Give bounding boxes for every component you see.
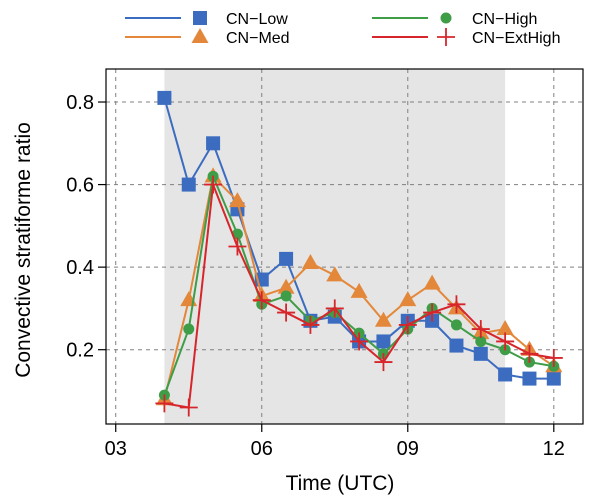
shaded-region xyxy=(164,69,506,424)
x-tick-label: 03 xyxy=(105,438,127,460)
series-layer xyxy=(155,90,563,417)
data-point-square xyxy=(473,346,488,361)
data-point-plus xyxy=(374,353,393,372)
y-tick-label: 0.2 xyxy=(66,340,94,362)
data-point-triangle xyxy=(228,192,246,208)
data-point-plus xyxy=(155,394,174,413)
x-tick-label: 06 xyxy=(251,438,273,460)
legend-marker xyxy=(193,11,207,25)
x-axis: 03 06 09 12 xyxy=(105,424,565,460)
grid xyxy=(106,69,583,424)
data-point-square xyxy=(546,371,561,386)
data-point-circle xyxy=(280,290,292,302)
data-point-square xyxy=(206,136,221,151)
data-point-triangle xyxy=(277,278,295,294)
series-plus xyxy=(155,175,563,417)
data-point-plus xyxy=(520,344,539,363)
data-point-plus xyxy=(179,398,198,417)
legend-label: CN−High xyxy=(472,11,537,28)
x-tick-label: 12 xyxy=(543,438,565,460)
y-axis: 0.2 0.4 0.6 0.8 xyxy=(66,92,106,362)
data-point-triangle xyxy=(301,254,319,270)
data-point-square xyxy=(181,177,196,192)
data-point-plus xyxy=(350,332,369,351)
legend-label: CN−Low xyxy=(226,11,288,28)
legend-marker xyxy=(440,12,452,24)
data-point-triangle xyxy=(423,274,441,290)
data-point-plus xyxy=(496,332,515,351)
data-point-triangle xyxy=(374,311,392,327)
legend-entry-circle: CN−High xyxy=(372,11,537,28)
legend: CN−Low CN−Med CN−High CN−ExtHigh xyxy=(125,11,560,47)
y-tick-label: 0.4 xyxy=(66,257,94,279)
legend-entry-plus: CN−ExtHigh xyxy=(372,28,560,47)
data-point-plus xyxy=(423,303,442,322)
data-point-square xyxy=(157,90,172,105)
plot-frame xyxy=(105,68,584,425)
data-point-plus xyxy=(471,320,490,339)
data-point-plus xyxy=(325,299,344,318)
y-tick-label: 0.8 xyxy=(66,92,94,114)
data-point-circle xyxy=(183,323,195,335)
x-tick-label: 09 xyxy=(397,438,419,460)
data-point-plus xyxy=(277,303,296,322)
y-tick-label: 0.6 xyxy=(66,175,94,197)
legend-marker xyxy=(437,28,455,46)
legend-entry-square: CN−Low xyxy=(125,11,288,28)
data-point-square xyxy=(376,334,391,349)
data-point-plus xyxy=(301,315,320,334)
data-point-square xyxy=(522,371,537,386)
legend-label: CN−ExtHigh xyxy=(472,30,560,47)
data-point-triangle xyxy=(326,266,344,282)
x-axis-label: Time (UTC) xyxy=(286,472,395,495)
data-point-circle xyxy=(450,319,462,331)
data-point-plus xyxy=(398,315,417,334)
legend-entry-triangle: CN−Med xyxy=(125,28,290,47)
data-point-plus xyxy=(252,291,271,310)
data-point-triangle xyxy=(399,291,417,307)
legend-marker xyxy=(191,28,209,43)
data-point-plus xyxy=(544,348,563,367)
y-axis-label: Convective stratiforme ratio xyxy=(12,122,35,378)
legend-label: CN−Med xyxy=(226,30,290,47)
data-point-triangle xyxy=(350,282,368,298)
data-point-triangle xyxy=(496,320,514,336)
data-point-circle xyxy=(475,335,487,347)
data-point-plus xyxy=(447,295,466,314)
data-point-plus xyxy=(228,237,247,256)
data-point-square xyxy=(449,338,464,353)
data-point-square xyxy=(498,367,513,382)
data-point-square xyxy=(279,251,294,266)
data-point-plus xyxy=(204,175,223,194)
